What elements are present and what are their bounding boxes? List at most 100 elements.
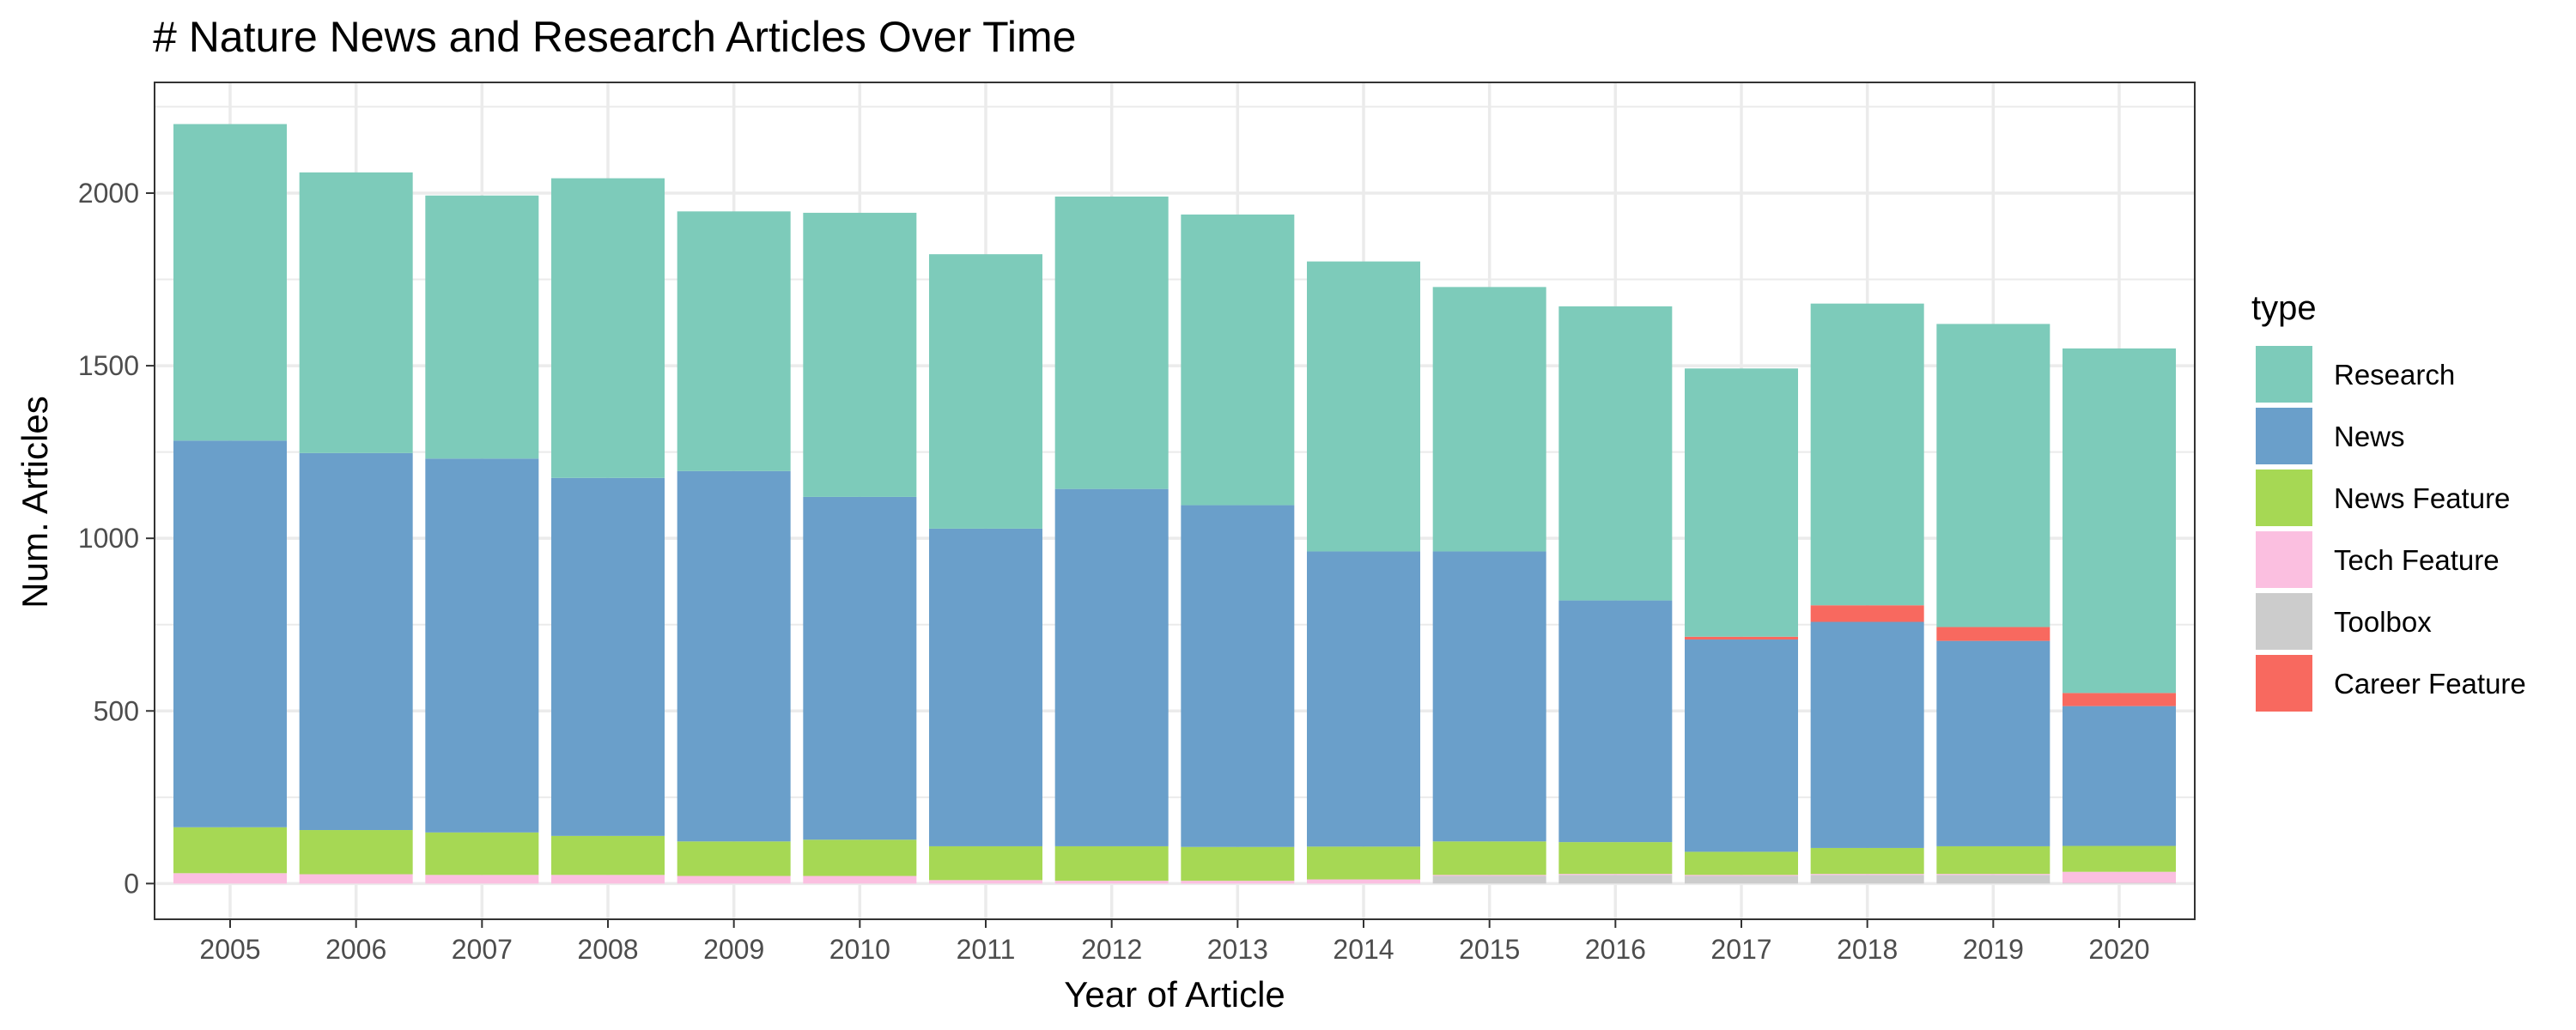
bar-segment-news-feature (1432, 841, 1546, 876)
legend-label: News Feature (2334, 482, 2510, 514)
legend-label: Research (2334, 359, 2455, 391)
legend-swatch-career-feature (2256, 655, 2312, 712)
bar-segment-news (803, 496, 917, 840)
bar-segment-news (1307, 551, 1420, 847)
bar-segment-tech-feature (929, 880, 1042, 884)
legend-label: Toolbox (2334, 606, 2432, 638)
x-tick-label: 2010 (829, 934, 890, 965)
bar-segment-news-feature (425, 832, 539, 876)
x-axis-title: Year of Article (1064, 974, 1285, 1015)
bar-segment-news (1181, 505, 1295, 847)
bar-segment-tech-feature (1054, 881, 1169, 884)
bar-segment-research (1307, 261, 1420, 552)
legend: type Research News News Feature Tech Featur… (2251, 289, 2526, 712)
bar-segment-news-feature (1307, 846, 1420, 880)
bar-segment-career-feature (2063, 693, 2176, 706)
y-axis: 0 500 1000 1500 2000 (78, 178, 155, 899)
bar-segment-tech-feature (299, 874, 413, 884)
legend-swatch-toolbox (2256, 593, 2312, 650)
bar-segment-news-feature (929, 845, 1042, 881)
bar-segment-news-feature (1685, 851, 1798, 876)
x-tick-label: 2008 (577, 934, 638, 965)
bar-segment-career-feature (1685, 636, 1798, 640)
bar-segment-news-feature (2063, 845, 2176, 872)
x-tick-label: 2015 (1459, 934, 1520, 965)
x-tick-label: 2009 (703, 934, 764, 965)
bar-segment-research (299, 172, 413, 453)
bar-segment-research (1558, 306, 1673, 601)
x-tick-label: 2007 (452, 934, 513, 965)
bar-segment-tech-feature (1307, 879, 1420, 884)
y-tick-label: 2000 (78, 178, 139, 209)
bar-segment-research (173, 124, 287, 441)
bar-segment-news-feature (1810, 847, 1924, 875)
bar-segment-tech-feature (173, 873, 287, 884)
bar-segment-tech-feature (425, 875, 539, 884)
bar-segment-news (1685, 639, 1798, 852)
bar-segment-research (1810, 303, 1924, 606)
bar-segment-tech-feature (1558, 874, 1673, 876)
bar-segment-news-feature (299, 830, 413, 875)
bar-segment-tech-feature (1181, 881, 1295, 884)
bar-segment-news (929, 528, 1042, 846)
bar-segment-news-feature (677, 841, 791, 876)
bar-segment-tech-feature (551, 875, 665, 884)
bar-segment-news (299, 452, 413, 831)
bar-segment-research (677, 211, 791, 471)
legend-label: News (2334, 421, 2405, 452)
bar-segment-news-feature (1936, 845, 2050, 875)
bar-segment-news-feature (803, 839, 917, 876)
legend-label: Tech Feature (2334, 544, 2500, 576)
bar-segment-research (1181, 214, 1295, 506)
y-tick-label: 1000 (78, 523, 139, 554)
bar-segment-tech-feature (1936, 874, 2050, 876)
plot-border (154, 82, 2196, 920)
x-tick-label: 2011 (957, 934, 1016, 965)
bar-segment-news-feature (1181, 846, 1295, 882)
bar-segment-news (2063, 706, 2176, 846)
legend-swatch-news-feature (2256, 470, 2312, 526)
bar-segment-news (1936, 640, 2050, 846)
bar-segment-news (173, 440, 287, 827)
bar-segment-news (1054, 488, 1169, 846)
bar-segment-research (1432, 287, 1546, 552)
chart-title: # Nature News and Research Articles Over… (153, 13, 1076, 61)
bar-segment-news-feature (1054, 845, 1169, 882)
bar-segment-tech-feature (1810, 874, 1924, 876)
bar-segment-research (803, 212, 917, 497)
legend-label: Career Feature (2334, 668, 2526, 700)
x-tick-label: 2020 (2088, 934, 2149, 965)
bar-segment-news-feature (173, 827, 287, 874)
bar-segment-research (1685, 368, 1798, 637)
bar-segment-career-feature (1936, 627, 2050, 641)
bar-segment-toolbox (1810, 875, 1924, 884)
bar-segment-news (1558, 600, 1673, 843)
bar-segment-tech-feature (2063, 871, 2176, 883)
bar-segment-news (1810, 621, 1924, 848)
x-tick-label: 2012 (1081, 934, 1142, 965)
bar-segment-research (929, 254, 1042, 529)
bar-segment-tech-feature (1432, 875, 1546, 876)
x-tick-label: 2014 (1333, 934, 1394, 965)
bar-segment-news (551, 477, 665, 836)
bar-segment-toolbox (1558, 875, 1673, 884)
x-tick-label: 2006 (325, 934, 386, 965)
bar-segment-tech-feature (677, 876, 791, 884)
x-axis: 2005 2006 2007 2008 2009 2010 2011 2012 2013 2014… (199, 919, 2150, 965)
bar-segment-tech-feature (1685, 875, 1798, 876)
bar-segment-career-feature (1810, 605, 1924, 622)
bar-segment-tech-feature (803, 876, 917, 884)
bar-segment-toolbox (1685, 876, 1798, 884)
x-tick-label: 2017 (1710, 934, 1771, 965)
legend-title: type (2251, 289, 2317, 327)
bar-segment-news (425, 458, 539, 833)
x-tick-label: 2019 (1963, 934, 2024, 965)
x-tick-label: 2016 (1585, 934, 1646, 965)
y-tick-label: 1500 (78, 350, 139, 381)
legend-swatch-news (2256, 408, 2312, 464)
bar-segment-news (677, 470, 791, 842)
bar-segment-research (2063, 348, 2176, 694)
bar-segment-research (1054, 197, 1169, 489)
y-tick-label: 0 (124, 868, 139, 899)
